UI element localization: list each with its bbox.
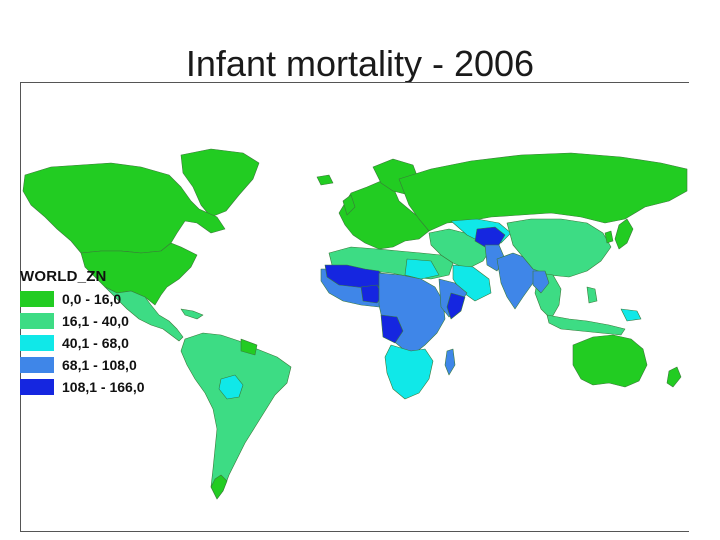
region-central-africa xyxy=(378,272,446,354)
legend-swatch xyxy=(20,356,54,373)
legend-swatch xyxy=(20,312,54,329)
region-bolivia xyxy=(218,374,244,400)
region-drc-angola xyxy=(380,314,404,344)
region-somalia xyxy=(446,292,466,320)
region-china xyxy=(506,218,612,278)
region-korea xyxy=(604,230,614,244)
legend-label: 0,0 - 16,0 xyxy=(62,290,122,307)
legend-label: 16,1 - 40,0 xyxy=(62,312,129,329)
region-australia xyxy=(572,334,648,388)
region-uk xyxy=(342,194,356,216)
map-frame xyxy=(20,82,689,532)
legend-item: 68,1 - 108,0 xyxy=(20,354,180,375)
region-india xyxy=(496,252,540,310)
legend-swatch xyxy=(20,334,54,351)
legend-label: 40,1 - 68,0 xyxy=(62,334,129,351)
slide-title: Infant mortality - 2006 xyxy=(185,43,535,84)
legend-swatch xyxy=(20,378,54,395)
region-mexico-central-america xyxy=(104,286,184,342)
legend-label: 68,1 - 108,0 xyxy=(62,356,137,373)
region-russia xyxy=(398,152,688,232)
legend-item: 16,1 - 40,0 xyxy=(20,310,180,331)
region-chile-argentina xyxy=(210,474,228,500)
legend-label: 108,1 - 166,0 xyxy=(62,378,145,395)
legend-item: 108,1 - 166,0 xyxy=(20,376,180,397)
region-greenland xyxy=(180,148,260,218)
legend-title: WORLD_ZN xyxy=(20,268,107,285)
region-laos-myanmar xyxy=(532,270,550,294)
region-south-america xyxy=(180,332,292,500)
region-madagascar xyxy=(444,348,456,376)
region-canada-alaska xyxy=(22,162,226,254)
region-guyanas xyxy=(240,338,258,356)
world-map xyxy=(22,148,688,500)
legend-swatch xyxy=(20,290,54,307)
region-png xyxy=(620,308,642,322)
region-southern-africa xyxy=(384,344,434,400)
region-new-zealand xyxy=(666,366,682,388)
region-philippines xyxy=(586,286,598,304)
legend-item: 0,0 - 16,0 xyxy=(20,288,180,309)
region-iceland xyxy=(316,174,334,186)
region-japan xyxy=(614,218,634,250)
region-indonesia xyxy=(546,314,626,336)
region-caribbean xyxy=(180,308,204,320)
legend-item: 40,1 - 68,0 xyxy=(20,332,180,353)
map-legend: WORLD_ZN 0,0 - 16,0 16,1 - 40,0 40,1 - 6… xyxy=(20,268,180,398)
region-sudan xyxy=(404,258,440,280)
